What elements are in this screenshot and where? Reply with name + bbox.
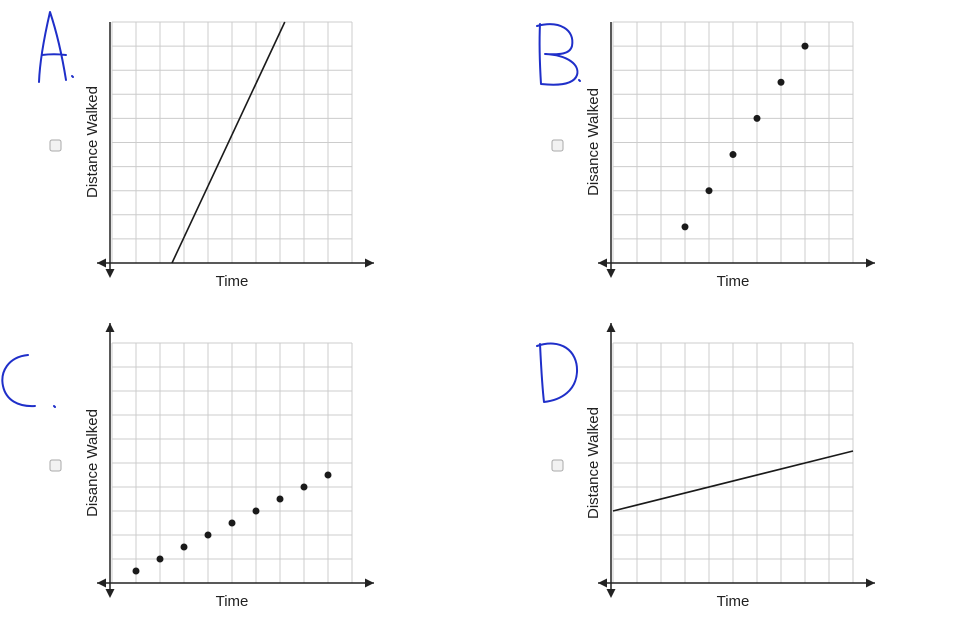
y-axis-arrow-down (606, 269, 616, 278)
chart-marks (171, 21, 286, 264)
y-axis-arrow-up (606, 323, 616, 332)
data-point (801, 42, 809, 50)
x-axis-arrow-left (97, 258, 106, 268)
axes (97, 323, 374, 598)
y-axis-arrow-down (606, 589, 616, 598)
chart-marks (132, 471, 332, 575)
handwritten-letter-a (38, 11, 74, 83)
y-axis-label: Distance Walked (84, 86, 101, 198)
x-axis-label: Time (216, 273, 249, 290)
graph-option-a: Time Distance Walked (38, 11, 374, 290)
data-point (753, 114, 761, 122)
data-point (156, 555, 164, 563)
data-point (252, 507, 260, 515)
x-axis-arrow-right (866, 578, 875, 588)
grid-lines (111, 21, 353, 264)
data-point (300, 483, 308, 491)
axes (598, 323, 875, 598)
x-axis-arrow-right (365, 578, 374, 588)
x-axis-label: Time (216, 593, 249, 610)
y-axis-label: Disance Walked (585, 88, 602, 196)
data-point (324, 471, 332, 479)
x-axis-arrow-left (97, 578, 106, 588)
series-line (171, 21, 286, 264)
data-point (729, 151, 737, 159)
x-axis-label: Time (717, 273, 750, 290)
y-axis-arrow-down (105, 589, 115, 598)
series-line (612, 450, 854, 512)
chart-marks (681, 42, 809, 231)
data-point (777, 78, 785, 86)
data-point (228, 519, 236, 527)
axes (598, 22, 875, 278)
handwritten-letter-b (536, 23, 581, 86)
answer-checkbox[interactable] (551, 139, 564, 152)
handwritten-letter-d (536, 342, 579, 403)
answer-checkbox[interactable] (551, 459, 564, 472)
x-axis-arrow-right (365, 258, 374, 268)
axes (97, 22, 374, 278)
answer-checkbox[interactable] (49, 459, 62, 472)
chart-marks (612, 450, 854, 512)
grid-lines (111, 342, 353, 584)
data-point (180, 543, 188, 551)
y-axis-label: Distance Walked (585, 407, 602, 519)
x-axis-arrow-left (598, 578, 607, 588)
x-axis-label: Time (717, 593, 750, 610)
y-axis-arrow-down (105, 269, 115, 278)
graph-option-d: Time Distance Walked (536, 323, 875, 610)
grid-lines (612, 342, 854, 584)
grid-lines (612, 21, 854, 264)
graph-option-b: Time Disance Walked (536, 21, 875, 290)
answer-checkbox[interactable] (49, 139, 62, 152)
y-axis-label: Disance Walked (84, 409, 101, 517)
data-point (204, 531, 212, 539)
x-axis-arrow-left (598, 258, 607, 268)
data-point (276, 495, 284, 503)
x-axis-arrow-right (866, 258, 875, 268)
data-point (705, 187, 713, 195)
data-point (132, 567, 140, 575)
graph-option-c: Time Disance Walked (1, 323, 374, 610)
data-point (681, 223, 689, 231)
handwritten-letter-c (1, 354, 56, 408)
y-axis-arrow-up (105, 323, 115, 332)
